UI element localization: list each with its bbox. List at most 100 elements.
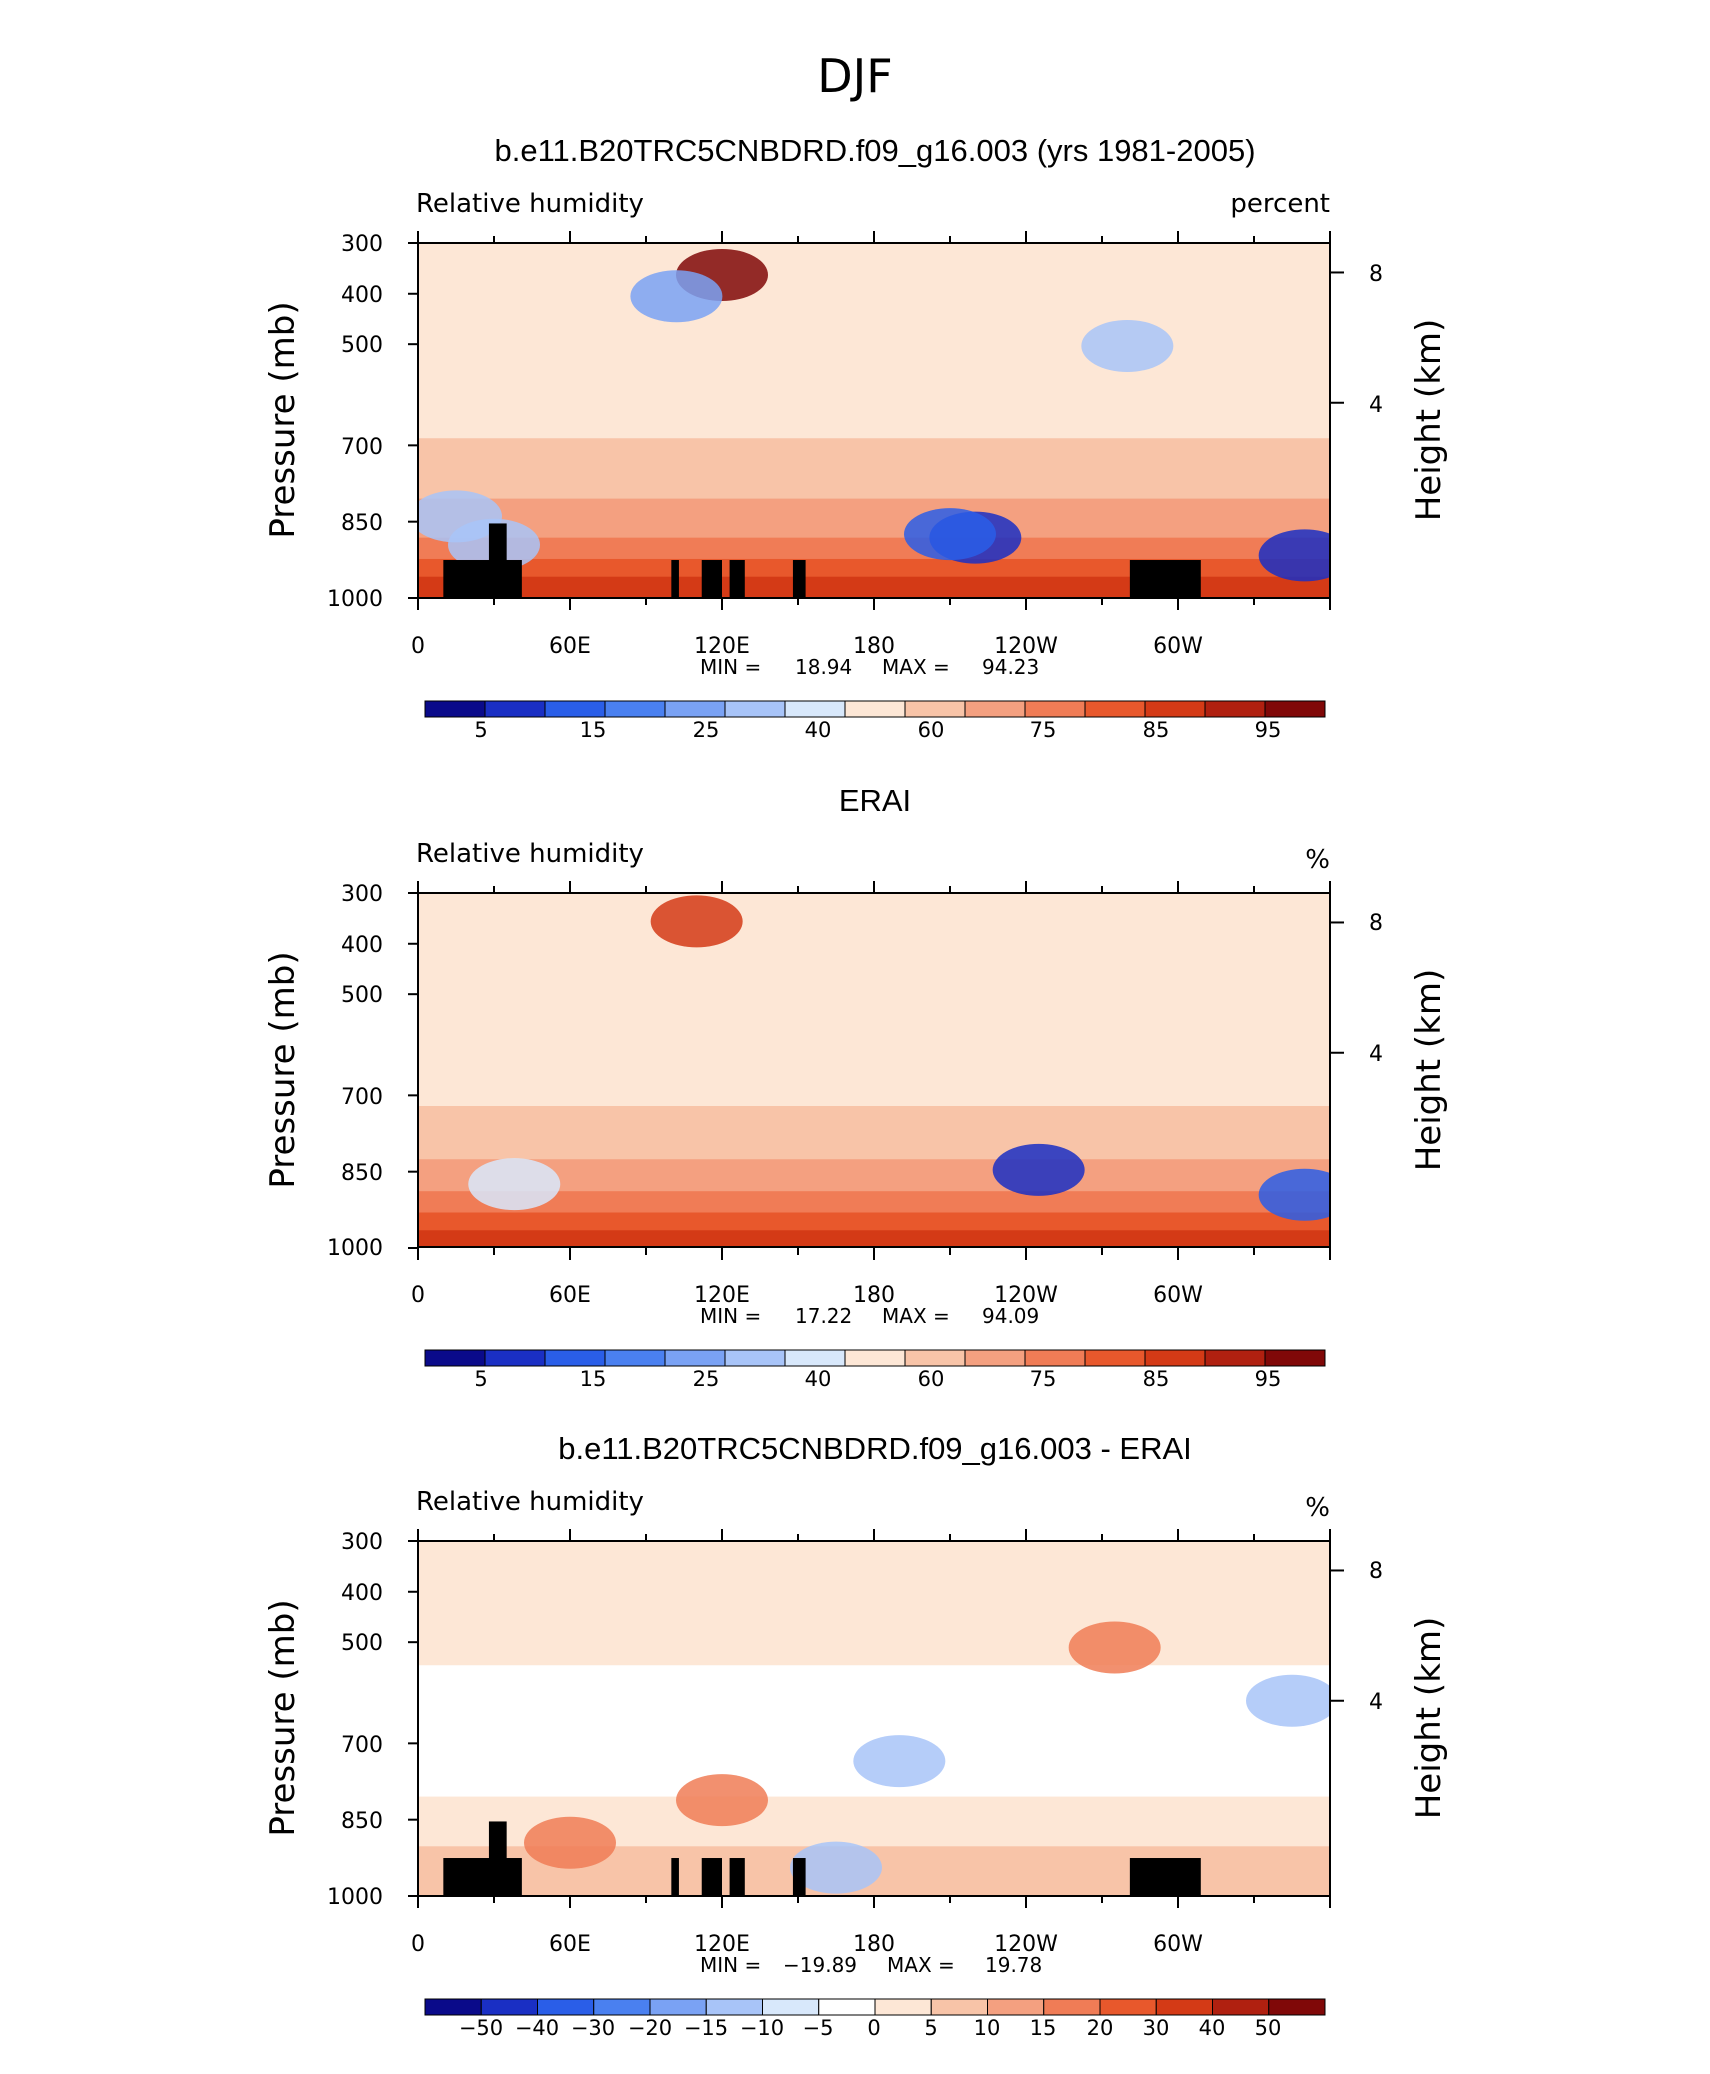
y-axis-label: Pressure (mb) bbox=[263, 951, 303, 1188]
contour-field bbox=[418, 1541, 1330, 1896]
panel-model: b.e11.B20TRC5CNBDRD.f09_g16.003 (yrs 198… bbox=[263, 133, 1449, 742]
x-tick-label: 60W bbox=[1153, 1283, 1203, 1308]
y-tick-label: 700 bbox=[341, 435, 383, 460]
x-axis-ticks bbox=[417, 881, 1331, 1260]
colorbar-swatch bbox=[484, 1349, 546, 1367]
y-tick-label: 850 bbox=[341, 1809, 383, 1834]
y-tick-label: 400 bbox=[341, 1581, 383, 1606]
colorbar-swatch bbox=[1204, 700, 1266, 718]
colorbar-label: 10 bbox=[974, 2016, 1001, 2040]
colorbar-label: −50 bbox=[459, 2016, 503, 2040]
y2-axis-label: Height (km) bbox=[1409, 1617, 1449, 1820]
colorbar-label: 75 bbox=[1030, 718, 1057, 742]
terrain-mask bbox=[443, 1821, 1201, 1896]
colorbar-swatch bbox=[987, 1998, 1045, 2016]
left-label: Relative humidity bbox=[416, 189, 644, 219]
colorbar-swatch bbox=[537, 1998, 595, 2016]
colorbar-swatch bbox=[664, 700, 726, 718]
colorbar-swatch bbox=[1024, 1349, 1086, 1367]
terrain-block bbox=[701, 560, 722, 598]
terrain-block bbox=[671, 560, 679, 598]
colorbar-swatch bbox=[705, 1998, 763, 2016]
colorbar-label: 25 bbox=[693, 1367, 720, 1391]
colorbar-swatch bbox=[1144, 1349, 1206, 1367]
max-value: 94.09 bbox=[982, 1304, 1039, 1328]
colorbar-label: 5 bbox=[474, 1367, 487, 1391]
colorbar-label: 30 bbox=[1143, 2016, 1170, 2040]
y2-tick-label: 8 bbox=[1369, 911, 1383, 936]
colorbar-label: 50 bbox=[1255, 2016, 1282, 2040]
min-label: MIN = bbox=[700, 1953, 761, 1977]
units-label: % bbox=[1305, 845, 1330, 875]
panel-difference: b.e11.B20TRC5CNBDRD.f09_g16.003 - ERAI R… bbox=[263, 1431, 1449, 2040]
colorbar-swatch bbox=[480, 1998, 538, 2016]
contour-feature bbox=[1258, 1168, 1330, 1221]
min-value: −19.89 bbox=[783, 1953, 857, 1977]
x-tick-label: 0 bbox=[411, 634, 425, 659]
x-tick-label: 60W bbox=[1153, 1932, 1203, 1957]
colorbar-swatch bbox=[844, 700, 906, 718]
colorbar-swatch bbox=[904, 1349, 966, 1367]
colorbar bbox=[424, 1349, 1326, 1367]
colorbar-swatch bbox=[1264, 1349, 1326, 1367]
max-label: MAX = bbox=[882, 1304, 950, 1328]
colorbar-swatch bbox=[424, 700, 486, 718]
panel-title: b.e11.B20TRC5CNBDRD.f09_g16.003 (yrs 198… bbox=[494, 133, 1255, 168]
main-title: DJF bbox=[817, 49, 892, 103]
y-tick-label: 850 bbox=[341, 1161, 383, 1186]
y-tick-label: 700 bbox=[341, 1085, 383, 1110]
colorbar-swatch bbox=[874, 1998, 932, 2016]
colorbar-label: −40 bbox=[515, 2016, 559, 2040]
contour-field bbox=[418, 893, 1330, 1247]
colorbar-label: 60 bbox=[918, 1367, 945, 1391]
colorbar-swatch bbox=[1268, 1998, 1326, 2016]
colorbar-swatch bbox=[593, 1998, 651, 2016]
x-tick-label: 120E bbox=[694, 634, 750, 659]
y-axis-ticks bbox=[408, 1540, 1344, 1897]
x-tick-label: 0 bbox=[411, 1932, 425, 1957]
terrain-block bbox=[1129, 560, 1201, 598]
terrain-mask bbox=[443, 523, 1201, 598]
colorbar-label: 75 bbox=[1030, 1367, 1057, 1391]
colorbar-swatch bbox=[784, 1349, 846, 1367]
colorbar-swatch bbox=[724, 700, 786, 718]
colorbar-swatch bbox=[1043, 1998, 1101, 2016]
colorbar-swatch bbox=[1144, 700, 1206, 718]
x-tick-label: 180 bbox=[853, 1283, 895, 1308]
y-tick-label: 1000 bbox=[327, 1885, 383, 1910]
units-label: % bbox=[1305, 1493, 1330, 1523]
colorbar-swatch bbox=[762, 1998, 820, 2016]
colorbar-label: 0 bbox=[867, 2016, 880, 2040]
x-tick-label: 120W bbox=[994, 1932, 1058, 1957]
contour-feature bbox=[1246, 1674, 1330, 1727]
y-tick-label: 400 bbox=[341, 933, 383, 958]
panel-title: ERAI bbox=[839, 783, 911, 818]
colorbar-swatch bbox=[1084, 700, 1146, 718]
contour-feature bbox=[853, 1735, 946, 1788]
y-axis-ticks bbox=[408, 892, 1344, 1249]
y-axis-label: Pressure (mb) bbox=[263, 301, 303, 538]
contour-field bbox=[418, 243, 1330, 598]
y-tick-label: 850 bbox=[341, 511, 383, 536]
colorbar-swatch bbox=[844, 1349, 906, 1367]
terrain-block bbox=[501, 1858, 522, 1896]
terrain-block bbox=[729, 560, 745, 598]
x-tick-label: 120W bbox=[994, 634, 1058, 659]
terrain-block bbox=[729, 1858, 745, 1896]
y-tick-label: 300 bbox=[341, 882, 383, 907]
colorbar-swatch bbox=[424, 1349, 486, 1367]
colorbar-label: −15 bbox=[684, 2016, 728, 2040]
colorbar-label: 25 bbox=[693, 718, 720, 742]
colorbar-label: 15 bbox=[1030, 2016, 1057, 2040]
colorbar-label: −10 bbox=[740, 2016, 784, 2040]
x-tick-label: 60E bbox=[549, 634, 591, 659]
contour-feature bbox=[630, 270, 723, 323]
colorbar-label: 40 bbox=[1199, 2016, 1226, 2040]
colorbar-swatch bbox=[964, 700, 1026, 718]
contour-feature bbox=[904, 508, 996, 561]
colorbar-swatch bbox=[904, 700, 966, 718]
colorbar-label: 20 bbox=[1087, 2016, 1114, 2040]
y-tick-label: 300 bbox=[341, 232, 383, 257]
x-tick-label: 120W bbox=[994, 1283, 1058, 1308]
